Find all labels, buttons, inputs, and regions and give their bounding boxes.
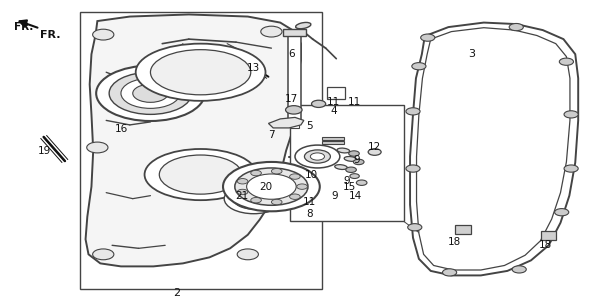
Circle shape [559,58,573,65]
Text: 18: 18 [448,237,461,247]
Bar [288,36,301,122]
Ellipse shape [344,157,357,161]
Ellipse shape [159,155,242,194]
Text: 19: 19 [38,145,51,156]
Circle shape [121,78,180,108]
Circle shape [235,168,308,205]
Circle shape [237,178,248,184]
Circle shape [297,184,307,189]
Bar [290,120,299,128]
Bar [322,137,344,140]
Bar [327,87,345,99]
Circle shape [555,209,569,216]
Polygon shape [417,28,570,270]
Circle shape [271,199,282,205]
Circle shape [290,174,300,179]
Circle shape [442,269,457,276]
Circle shape [349,151,359,156]
Text: 2: 2 [173,288,181,299]
Circle shape [509,23,523,31]
Text: 16: 16 [114,124,127,135]
Bar [290,105,404,221]
Ellipse shape [335,165,348,169]
Circle shape [109,72,192,114]
Circle shape [512,266,526,273]
Text: 3: 3 [468,49,476,59]
Circle shape [237,189,248,195]
Text: 11: 11 [348,97,360,107]
Circle shape [412,63,426,70]
Text: 17: 17 [285,94,298,104]
Polygon shape [410,23,578,275]
Circle shape [564,165,578,172]
Text: FR.: FR. [40,30,61,40]
Text: 14: 14 [349,191,362,201]
Circle shape [247,174,296,199]
Circle shape [312,100,326,107]
Circle shape [87,142,108,153]
Polygon shape [268,117,304,128]
Ellipse shape [337,148,350,153]
Circle shape [421,34,435,41]
Ellipse shape [296,23,311,29]
Text: 8: 8 [306,209,313,219]
Text: 6: 6 [289,49,296,59]
Circle shape [271,169,282,174]
Text: 11: 11 [303,197,316,207]
Circle shape [304,150,330,163]
Bar [455,225,471,234]
Circle shape [295,145,340,168]
Text: FR.: FR. [14,22,33,32]
Bar [80,12,322,289]
Circle shape [261,26,282,37]
Text: 9: 9 [343,175,350,186]
Circle shape [368,149,381,155]
Circle shape [346,167,356,172]
Bar [322,141,344,144]
Text: 20: 20 [259,182,272,192]
Text: 7: 7 [268,130,275,141]
Bar [541,231,556,240]
Circle shape [96,66,205,121]
Circle shape [350,174,359,178]
Text: 15: 15 [343,182,356,192]
Text: 11: 11 [327,97,340,107]
Text: 12: 12 [368,142,381,153]
Text: 10: 10 [305,169,318,180]
Ellipse shape [136,44,266,101]
Circle shape [564,111,578,118]
Circle shape [408,224,422,231]
Circle shape [93,29,114,40]
Circle shape [233,188,274,209]
Circle shape [356,180,367,185]
Circle shape [290,194,300,199]
Circle shape [353,159,364,165]
Circle shape [251,197,261,203]
Circle shape [223,162,320,211]
Text: 21: 21 [235,191,248,201]
Text: 4: 4 [330,106,337,116]
Circle shape [406,108,420,115]
Text: 18: 18 [539,240,552,250]
Circle shape [224,184,283,214]
Polygon shape [86,14,301,266]
Circle shape [133,84,168,102]
Circle shape [251,170,261,176]
Circle shape [286,106,302,114]
Ellipse shape [145,149,257,200]
Text: 9: 9 [353,154,360,165]
Circle shape [406,165,420,172]
Text: 9: 9 [332,191,339,201]
Circle shape [310,153,325,160]
Bar [283,29,306,36]
Text: 5: 5 [306,121,313,132]
Text: 13: 13 [247,63,260,73]
Circle shape [237,249,258,260]
Circle shape [93,249,114,260]
Ellipse shape [150,50,251,95]
